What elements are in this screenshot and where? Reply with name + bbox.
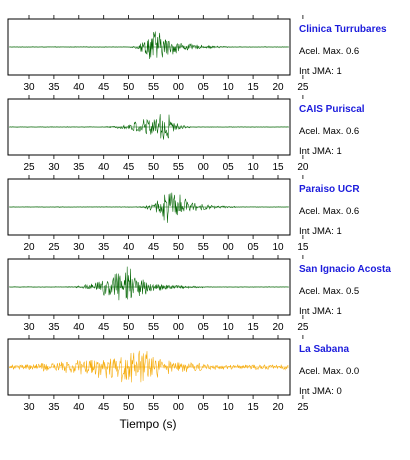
x-tick-label: 25 [297,82,309,93]
x-tick-label: 10 [272,242,284,253]
station-name: San Ignacio Acosta [299,264,391,275]
x-tick-label: 50 [173,242,185,253]
x-tick-label: 10 [223,322,235,333]
x-tick-label: 50 [123,402,135,413]
x-tick-label: 35 [48,402,60,413]
x-tick-label: 15 [272,162,284,173]
jma-intensity-label: Int JMA: 1 [299,226,342,237]
jma-intensity-label: Int JMA: 0 [299,386,342,397]
waveform-trace [9,266,289,301]
x-tick-label: 55 [173,162,185,173]
x-tick-label: 30 [23,322,35,333]
x-tick-label: 05 [248,242,260,253]
waveform-trace [9,350,289,383]
x-tick-label: 00 [223,242,235,253]
x-tick-label: 55 [198,242,210,253]
station-panel: 25 30 35 40 45 50 55 00 05 10 15 20 CAIS Puriscal Ace… [7,95,365,173]
x-tick-label: 20 [297,162,309,173]
accel-max-label: Acel. Max. 0.6 [299,126,359,137]
x-tick-label: 25 [297,322,309,333]
jma-intensity-label: Int JMA: 1 [299,306,342,317]
x-tick-label: 20 [272,82,284,93]
accel-max-label: Acel. Max. 0.6 [299,206,359,217]
x-axis-label: Tiempo (s) [120,417,177,431]
x-tick-label: 55 [148,322,160,333]
x-tick-label: 30 [23,402,35,413]
plot-frame [7,338,291,396]
x-tick-label: 55 [148,402,160,413]
x-tick-label: 45 [98,402,110,413]
x-tick-label: 45 [98,82,110,93]
x-tick-label: 50 [123,82,135,93]
x-tick-label: 20 [272,402,284,413]
x-tick-label: 10 [223,402,235,413]
x-tick-label: 40 [73,322,85,333]
x-tick-label: 35 [48,322,60,333]
x-tick-label: 15 [248,322,260,333]
plot-frame [7,98,291,156]
x-tick-label: 35 [73,162,85,173]
x-tick-label: 15 [297,242,309,253]
x-tick-label: 40 [73,82,85,93]
x-tick-label: 25 [23,162,35,173]
x-tick-label: 35 [98,242,110,253]
accel-max-label: Acel. Max. 0.5 [299,286,359,297]
station-name: La Sabana [299,344,349,355]
waveform-trace [9,192,289,223]
x-tick-label: 25 [48,242,60,253]
x-tick-label: 40 [73,402,85,413]
jma-intensity-label: Int JMA: 1 [299,146,342,157]
x-tick-label: 45 [148,242,160,253]
panels-layer: 30 35 40 45 50 55 00 05 10 15 20 25 Clinica Turrubar… [7,15,391,413]
x-tick-label: 05 [198,322,210,333]
x-tick-label: 45 [98,322,110,333]
x-tick-label: 05 [198,402,210,413]
x-tick-label: 10 [248,162,260,173]
station-panel: 20 25 30 35 40 45 50 55 00 05 10 15 Paraiso UCR Acel.… [7,175,360,253]
station-panel: 30 35 40 45 50 55 00 05 10 15 20 25 Clinica Turrubar… [7,15,387,93]
plot-frame [7,18,291,76]
jma-intensity-label: Int JMA: 1 [299,66,342,77]
waveform-trace [9,31,289,60]
x-tick-label: 20 [23,242,35,253]
station-name: CAIS Puriscal [299,104,365,115]
station-name: Clinica Turrubares [299,24,387,35]
station-name: Paraiso UCR [299,184,360,195]
x-tick-label: 00 [173,322,185,333]
x-tick-label: 00 [198,162,210,173]
x-tick-label: 05 [198,82,210,93]
accel-max-label: Acel. Max. 0.6 [299,46,359,57]
station-panel: 30 35 40 45 50 55 00 05 10 15 20 25 La Sabana Acel. M… [7,335,359,413]
x-tick-label: 55 [148,82,160,93]
x-tick-label: 20 [272,322,284,333]
x-tick-label: 50 [123,322,135,333]
x-tick-label: 05 [223,162,235,173]
x-tick-label: 35 [48,82,60,93]
x-tick-label: 15 [248,82,260,93]
x-tick-label: 50 [148,162,160,173]
station-panel: 30 35 40 45 50 55 00 05 10 15 20 25 San Ignacio Acos… [7,255,391,333]
x-tick-label: 40 [123,242,135,253]
plot-frame [7,178,291,236]
x-tick-label: 25 [297,402,309,413]
plot-frame [7,258,291,316]
accel-max-label: Acel. Max. 0.0 [299,366,359,377]
x-tick-label: 40 [98,162,110,173]
x-tick-label: 30 [23,82,35,93]
x-tick-label: 00 [173,82,185,93]
x-tick-label: 30 [73,242,85,253]
x-tick-label: 10 [223,82,235,93]
x-tick-label: 45 [123,162,135,173]
waveform-trace [9,114,289,140]
x-tick-label: 15 [248,402,260,413]
x-tick-label: 00 [173,402,185,413]
x-tick-label: 30 [48,162,60,173]
